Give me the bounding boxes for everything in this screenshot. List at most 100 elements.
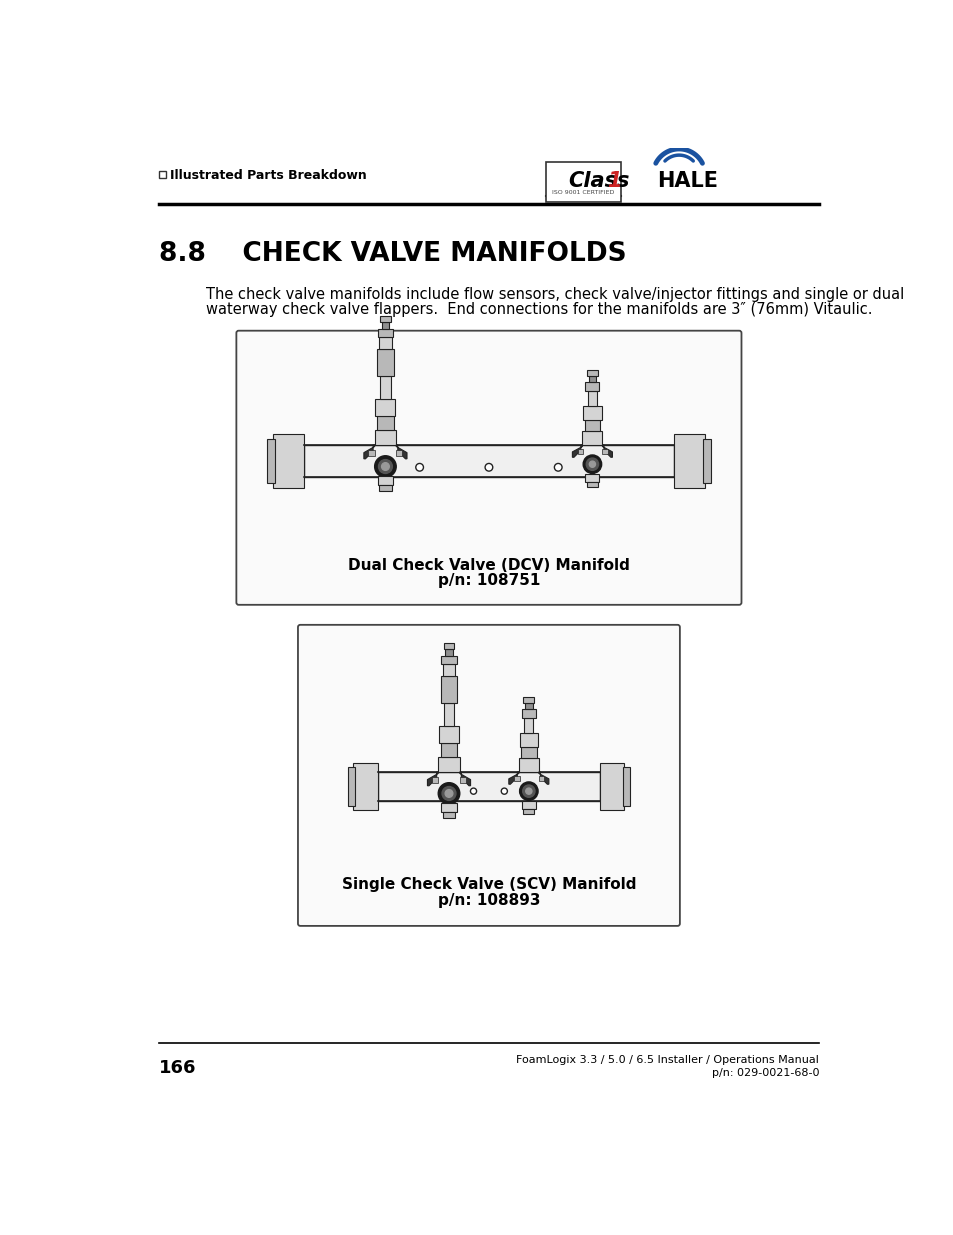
Bar	[440, 742, 457, 757]
Bar	[523, 809, 534, 814]
Bar	[521, 709, 536, 718]
Bar	[441, 656, 456, 664]
Text: Class: Class	[568, 170, 629, 190]
Bar	[586, 370, 598, 375]
Bar	[379, 485, 391, 492]
Bar	[582, 406, 601, 420]
Polygon shape	[601, 445, 612, 457]
Circle shape	[586, 458, 598, 471]
Circle shape	[519, 782, 537, 800]
Bar	[379, 316, 391, 322]
Bar	[442, 664, 455, 676]
Text: The check valve manifolds include flow sensors, check valve/injector fittings an: The check valve manifolds include flow s…	[206, 287, 903, 301]
Polygon shape	[395, 445, 407, 459]
Bar	[379, 337, 391, 348]
Polygon shape	[538, 772, 548, 784]
Bar	[377, 772, 599, 802]
Circle shape	[589, 461, 595, 467]
Text: Single Check Valve (SCV) Manifold: Single Check Valve (SCV) Manifold	[341, 877, 636, 893]
Bar	[519, 734, 537, 747]
Bar	[274, 435, 304, 488]
Bar	[585, 474, 598, 482]
Circle shape	[381, 463, 389, 471]
Bar	[348, 767, 355, 805]
Bar	[585, 382, 598, 391]
Text: p/n: 108751: p/n: 108751	[437, 573, 539, 588]
Text: 166: 166	[158, 1060, 196, 1077]
Bar	[445, 648, 453, 656]
Circle shape	[437, 783, 459, 804]
Text: 8.8    CHECK VALVE MANIFOLDS: 8.8 CHECK VALVE MANIFOLDS	[158, 241, 625, 267]
Bar	[581, 431, 601, 445]
Bar	[588, 375, 596, 382]
Bar	[673, 435, 703, 488]
Polygon shape	[459, 772, 470, 785]
Bar	[523, 718, 533, 734]
Text: 1: 1	[606, 170, 620, 190]
Text: waterway check valve flappers.  End connections for the manifolds are 3″ (76mm) : waterway check valve flappers. End conne…	[206, 303, 872, 317]
Bar	[376, 416, 394, 430]
Bar	[443, 703, 454, 726]
Bar	[375, 399, 395, 416]
Circle shape	[554, 463, 561, 471]
Polygon shape	[572, 445, 581, 457]
Bar	[377, 330, 393, 337]
Bar	[518, 758, 538, 772]
FancyBboxPatch shape	[297, 625, 679, 926]
Bar	[395, 450, 402, 456]
Text: FoamLogix 3.3 / 5.0 / 6.5 Installer / Operations Manual: FoamLogix 3.3 / 5.0 / 6.5 Installer / Op…	[516, 1055, 819, 1066]
Bar	[578, 448, 582, 454]
Bar	[521, 802, 536, 809]
Bar	[702, 438, 710, 483]
Circle shape	[484, 463, 493, 471]
Bar	[438, 726, 458, 742]
Text: Illustrated Parts Breakdown: Illustrated Parts Breakdown	[170, 169, 367, 182]
Bar	[158, 172, 166, 178]
Bar	[442, 811, 455, 818]
Bar	[443, 642, 454, 648]
Bar	[584, 420, 599, 431]
Bar	[601, 448, 607, 454]
Text: HALE: HALE	[656, 170, 717, 190]
Circle shape	[378, 459, 392, 473]
Bar	[523, 698, 534, 703]
Polygon shape	[363, 445, 375, 459]
Bar	[377, 475, 393, 485]
Bar	[599, 763, 624, 810]
Bar	[353, 763, 377, 810]
Text: ISO 9001 CERTIFIED: ISO 9001 CERTIFIED	[552, 190, 614, 195]
Bar	[441, 803, 456, 811]
Bar	[304, 445, 673, 477]
Circle shape	[375, 456, 395, 477]
Bar	[514, 776, 519, 782]
Circle shape	[522, 785, 535, 798]
Circle shape	[416, 463, 423, 471]
Bar	[267, 438, 274, 483]
Bar	[538, 776, 543, 782]
Bar	[586, 482, 598, 488]
Polygon shape	[427, 772, 437, 785]
Bar	[375, 430, 395, 445]
FancyBboxPatch shape	[236, 331, 740, 605]
Bar	[587, 391, 597, 406]
Circle shape	[441, 787, 456, 800]
Bar	[381, 322, 389, 330]
Text: p/n: 108893: p/n: 108893	[437, 893, 539, 908]
Bar	[520, 747, 536, 758]
Bar	[459, 777, 465, 783]
Bar	[379, 375, 391, 399]
Bar	[376, 348, 394, 375]
Circle shape	[445, 789, 453, 798]
Bar	[545, 162, 620, 203]
Bar	[524, 703, 532, 709]
Bar	[368, 450, 375, 456]
Bar	[437, 757, 459, 772]
Bar	[432, 777, 437, 783]
Circle shape	[582, 454, 601, 473]
Bar	[440, 676, 457, 703]
Circle shape	[470, 788, 476, 794]
Circle shape	[500, 788, 507, 794]
Text: Dual Check Valve (DCV) Manifold: Dual Check Valve (DCV) Manifold	[348, 558, 629, 573]
Polygon shape	[508, 772, 518, 784]
Circle shape	[525, 788, 532, 794]
